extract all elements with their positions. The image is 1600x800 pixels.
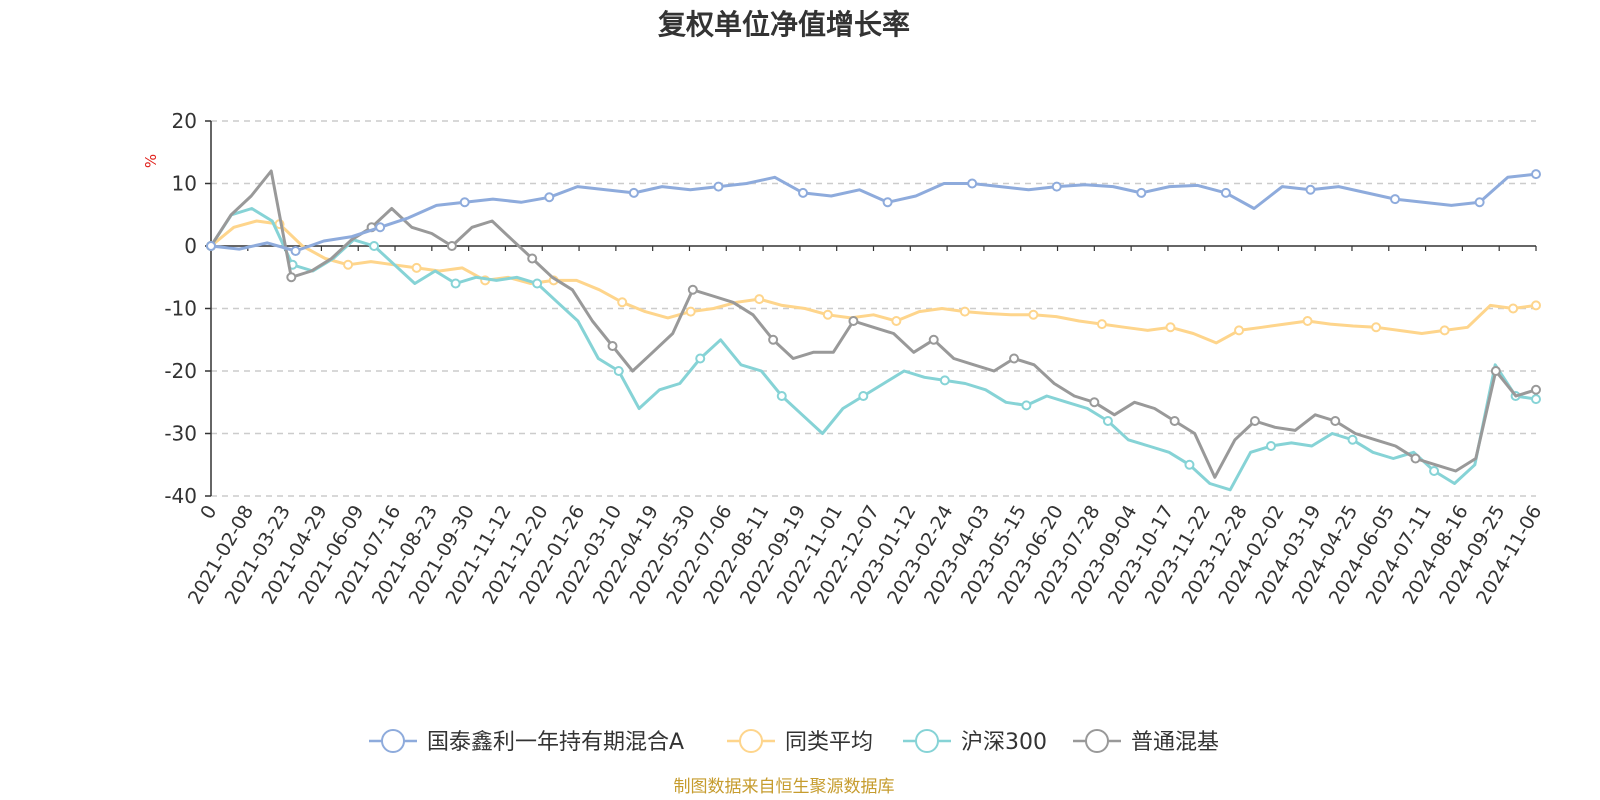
series-point-3 — [607, 341, 618, 351]
series-point-1 — [822, 309, 833, 320]
series-point-3 — [1009, 353, 1020, 364]
series-point-0 — [798, 187, 809, 198]
series-point-0 — [290, 246, 301, 256]
series-lines — [206, 169, 1541, 492]
series-point-2 — [1102, 416, 1113, 426]
y-tick-label: -30 — [164, 422, 197, 446]
series-point-1 — [1028, 309, 1039, 320]
series-point-2 — [939, 375, 950, 386]
series-point-1 — [891, 316, 902, 326]
series-point-1 — [343, 259, 354, 270]
series-point-3 — [1531, 384, 1541, 395]
series-point-0 — [1220, 187, 1231, 198]
series-point-1 — [1371, 322, 1382, 333]
y-tick-label: -40 — [164, 484, 197, 508]
series-point-1 — [685, 306, 696, 317]
series-point-3 — [1249, 416, 1260, 426]
series-point-3 — [1330, 416, 1341, 426]
series-point-3 — [1089, 397, 1100, 408]
series-point-1 — [1508, 303, 1519, 314]
series-point-2 — [858, 391, 869, 401]
series-point-0 — [206, 241, 216, 251]
series-point-2 — [613, 366, 624, 376]
x-tick-label: 0 — [196, 502, 221, 523]
series-point-0 — [967, 178, 978, 189]
series-point-1 — [617, 297, 628, 308]
x-tick-labels: 02021-02-082021-03-232021-04-292021-06-0… — [184, 502, 1546, 609]
series-point-1 — [1096, 319, 1107, 330]
series-point-0 — [544, 192, 555, 203]
series-point-2 — [776, 391, 787, 401]
chart-title: 复权单位净值增长率 — [658, 8, 910, 41]
y-tick-labels: 20 10 0 -10 -20 -30 -40 — [164, 109, 197, 508]
series-point-2 — [1531, 394, 1541, 405]
series-point-3 — [768, 334, 779, 345]
series-point-2 — [695, 353, 706, 364]
legend-marker-1 — [739, 729, 763, 753]
series-point-2 — [1021, 400, 1032, 411]
series-point-1 — [754, 294, 765, 305]
series-point-2 — [450, 278, 461, 289]
series-point-0 — [1390, 194, 1401, 205]
series-point-0 — [713, 181, 724, 192]
series-point-3 — [1490, 366, 1501, 376]
series-line-3 — [209, 169, 1537, 479]
series-point-3 — [446, 241, 457, 251]
series-point-1 — [1165, 322, 1176, 333]
legend-label-2: 沪深300 — [961, 730, 1047, 755]
series-line-1 — [210, 219, 1537, 345]
series-point-0 — [882, 197, 893, 208]
series-point-2 — [1347, 434, 1358, 445]
series-point-1 — [1531, 300, 1541, 311]
series-point-2 — [532, 278, 543, 289]
legend-marker-0 — [381, 729, 405, 753]
series-point-2 — [1184, 459, 1195, 470]
series-point-3 — [286, 272, 297, 283]
legend-label-3: 普通混基 — [1131, 730, 1219, 755]
series-line-0 — [210, 172, 1537, 253]
y-tick-label: 0 — [184, 234, 197, 258]
series-point-1 — [1302, 316, 1313, 326]
series-point-2 — [1266, 441, 1276, 451]
series-point-0 — [1051, 181, 1062, 192]
legend: 国泰鑫利一年持有期混合A 同类平均 沪深300 普通混基 — [369, 729, 1219, 755]
series-point-0 — [1474, 197, 1485, 208]
y-tick-label: 20 — [172, 109, 197, 133]
series-point-1 — [959, 306, 970, 317]
y-tick-label: -10 — [164, 297, 197, 321]
legend-label-1: 同类平均 — [785, 730, 873, 755]
legend-marker-2 — [915, 729, 939, 753]
series-point-0 — [1136, 187, 1147, 198]
series-point-0 — [375, 222, 386, 233]
series-point-3 — [1410, 453, 1421, 464]
series-point-3 — [687, 284, 698, 295]
series-line-2 — [209, 207, 1537, 492]
series-point-0 — [459, 197, 470, 208]
grid — [211, 120, 1536, 497]
series-point-3 — [848, 316, 859, 326]
series-point-1 — [411, 262, 422, 273]
legend-label-0: 国泰鑫利一年持有期混合A — [427, 730, 684, 755]
series-point-1 — [1234, 325, 1245, 336]
series-point-0 — [1531, 169, 1541, 180]
axes — [205, 120, 1537, 497]
series-point-0 — [628, 187, 639, 198]
footer-source: 制图数据来自恒生聚源数据库 — [674, 777, 895, 797]
series-point-3 — [928, 334, 939, 345]
y-axis-label: % — [142, 154, 160, 168]
series-point-2 — [369, 241, 380, 251]
series-point-2 — [1429, 466, 1440, 476]
y-tick-label: -20 — [164, 359, 197, 383]
series-point-3 — [1169, 416, 1180, 426]
series-point-1 — [1439, 325, 1450, 336]
series-point-3 — [527, 253, 538, 264]
legend-marker-3 — [1085, 729, 1109, 753]
y-tick-label: 10 — [172, 172, 197, 196]
series-point-0 — [1305, 184, 1316, 195]
